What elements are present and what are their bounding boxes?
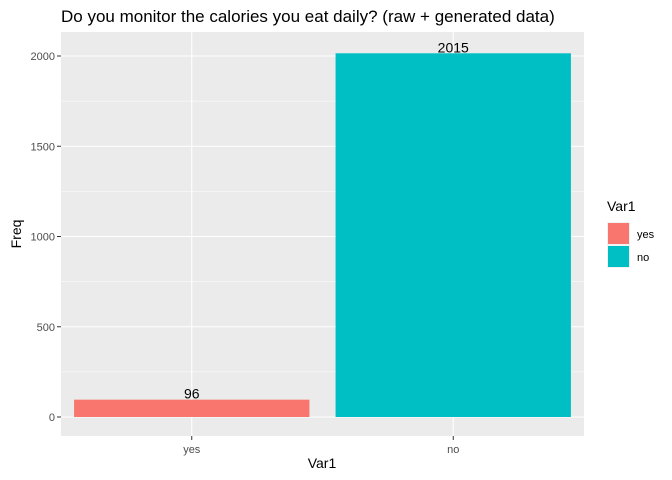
bar-yes	[74, 399, 310, 417]
data-label-no: 2015	[438, 39, 469, 55]
y-axis-title: Freq	[8, 220, 24, 249]
x-axis: yes no	[183, 436, 459, 456]
legend-swatch-no	[608, 246, 629, 267]
data-label-yes: 96	[184, 386, 200, 402]
legend-label-no: no	[637, 252, 649, 264]
chart-title: Do you monitor the calories you eat dail…	[61, 7, 555, 26]
bar-no	[335, 53, 571, 417]
legend-swatch-yes	[608, 223, 629, 244]
x-tick-label: no	[447, 444, 459, 456]
y-tick-label: 0	[49, 412, 55, 424]
y-tick-label: 1000	[31, 232, 55, 244]
data-labels: 96 2015	[184, 39, 469, 401]
legend-title: Var1	[607, 198, 636, 214]
y-tick-label: 500	[37, 322, 55, 334]
x-axis-title: Var1	[308, 455, 337, 471]
y-axis: 0 500 1000 1500 2000	[31, 51, 61, 424]
x-tick-label: yes	[183, 444, 201, 456]
legend-label-yes: yes	[637, 229, 655, 241]
y-tick-label: 2000	[31, 51, 55, 63]
bars	[74, 53, 571, 417]
legend: Var1 yes no	[607, 198, 655, 268]
y-tick-label: 1500	[31, 141, 55, 153]
